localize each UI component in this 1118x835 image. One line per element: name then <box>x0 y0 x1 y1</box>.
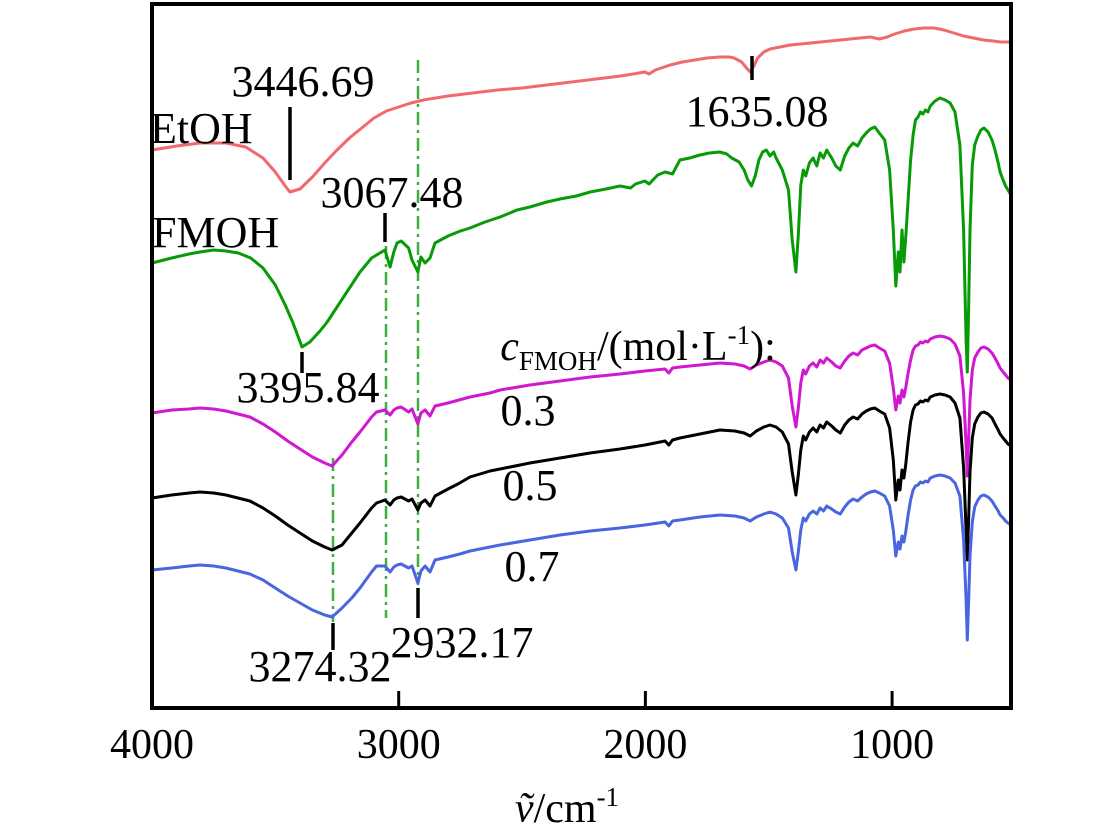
spectrum-curve-fmoh <box>150 96 1013 374</box>
x-tick-label-4000: 4000 <box>110 722 194 768</box>
peak-label-1635-08: 1635.08 <box>686 87 829 136</box>
spectrum-curve-0-7 <box>150 473 1013 642</box>
curve-label-etoh: EtOH <box>150 104 253 153</box>
curve-label-fmoh: FMOH <box>152 208 279 257</box>
x-tick-label-3000: 3000 <box>357 722 441 768</box>
spectrum-curve-0-3 <box>150 334 1013 478</box>
peak-label-2932-17: 2932.17 <box>391 618 534 667</box>
peak-label-3274-32: 3274.32 <box>249 642 392 691</box>
plot-frame <box>150 2 1013 710</box>
spectrum-curve-etoh <box>150 26 1013 194</box>
legend-item-0-3: 0.3 <box>501 386 556 435</box>
legend-item-0-5: 0.5 <box>503 461 558 510</box>
peak-label-3446-69: 3446.69 <box>232 57 375 106</box>
legend-title: cFMOH/(mol·L-1): <box>500 320 775 376</box>
x-tick-label-2000: 2000 <box>603 722 687 768</box>
peak-label-3395-84: 3395.84 <box>237 363 380 412</box>
peak-label-3067-48: 3067.48 <box>321 168 464 217</box>
x-axis-label: ṽ/cm-1 <box>515 782 619 832</box>
legend-item-0-7: 0.7 <box>505 542 560 591</box>
spectrum-curve-0-5 <box>150 392 1013 562</box>
x-tick-label-1000: 1000 <box>850 722 934 768</box>
